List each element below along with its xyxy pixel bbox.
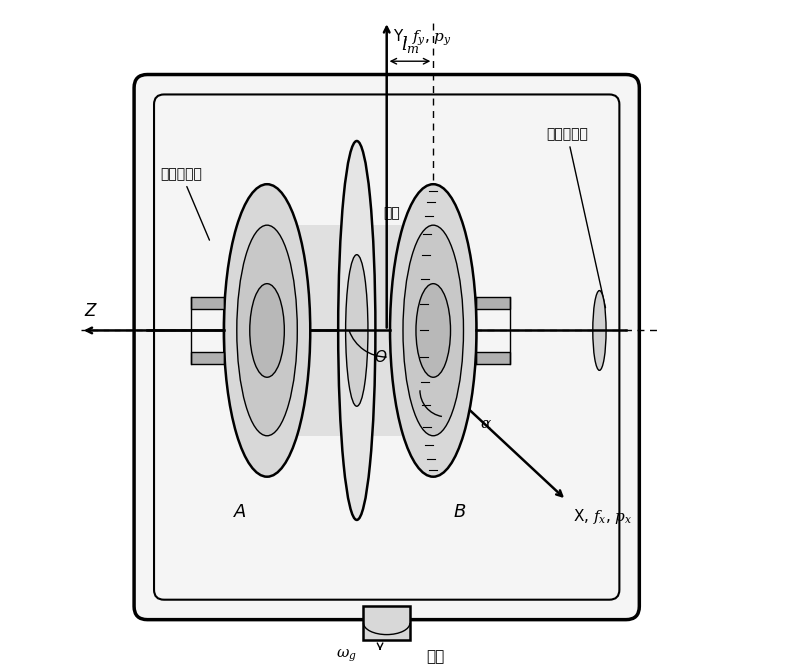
Text: 轴向磁轴承: 轴向磁轴承	[546, 128, 606, 308]
Ellipse shape	[593, 291, 606, 370]
Ellipse shape	[390, 184, 477, 477]
Text: $\alpha$: $\alpha$	[480, 416, 492, 431]
Text: 径向磁轴承: 径向磁轴承	[161, 167, 210, 240]
Text: O: O	[374, 351, 386, 365]
Text: $\omega_g$: $\omega_g$	[337, 648, 358, 665]
Text: 框架: 框架	[426, 649, 445, 664]
Text: Y, $f_y$, $p_y$: Y, $f_y$, $p_y$	[394, 28, 452, 48]
Ellipse shape	[338, 141, 375, 520]
Ellipse shape	[416, 284, 450, 377]
Ellipse shape	[250, 284, 284, 377]
Polygon shape	[477, 352, 510, 363]
Text: Z: Z	[84, 303, 96, 321]
Text: X, $f_x$, $p_x$: X, $f_x$, $p_x$	[573, 506, 632, 526]
Text: A: A	[234, 503, 246, 521]
Text: 转子: 转子	[383, 206, 400, 220]
Polygon shape	[190, 352, 224, 363]
Polygon shape	[260, 225, 440, 436]
FancyBboxPatch shape	[134, 75, 639, 620]
Polygon shape	[363, 607, 410, 639]
Polygon shape	[190, 297, 224, 309]
Ellipse shape	[224, 184, 310, 477]
Ellipse shape	[346, 255, 368, 406]
Text: $l_m$: $l_m$	[401, 33, 419, 55]
Text: B: B	[454, 503, 466, 521]
Text: $\beta$: $\beta$	[414, 269, 424, 287]
Ellipse shape	[237, 225, 298, 436]
Polygon shape	[477, 297, 510, 309]
Ellipse shape	[403, 225, 463, 436]
